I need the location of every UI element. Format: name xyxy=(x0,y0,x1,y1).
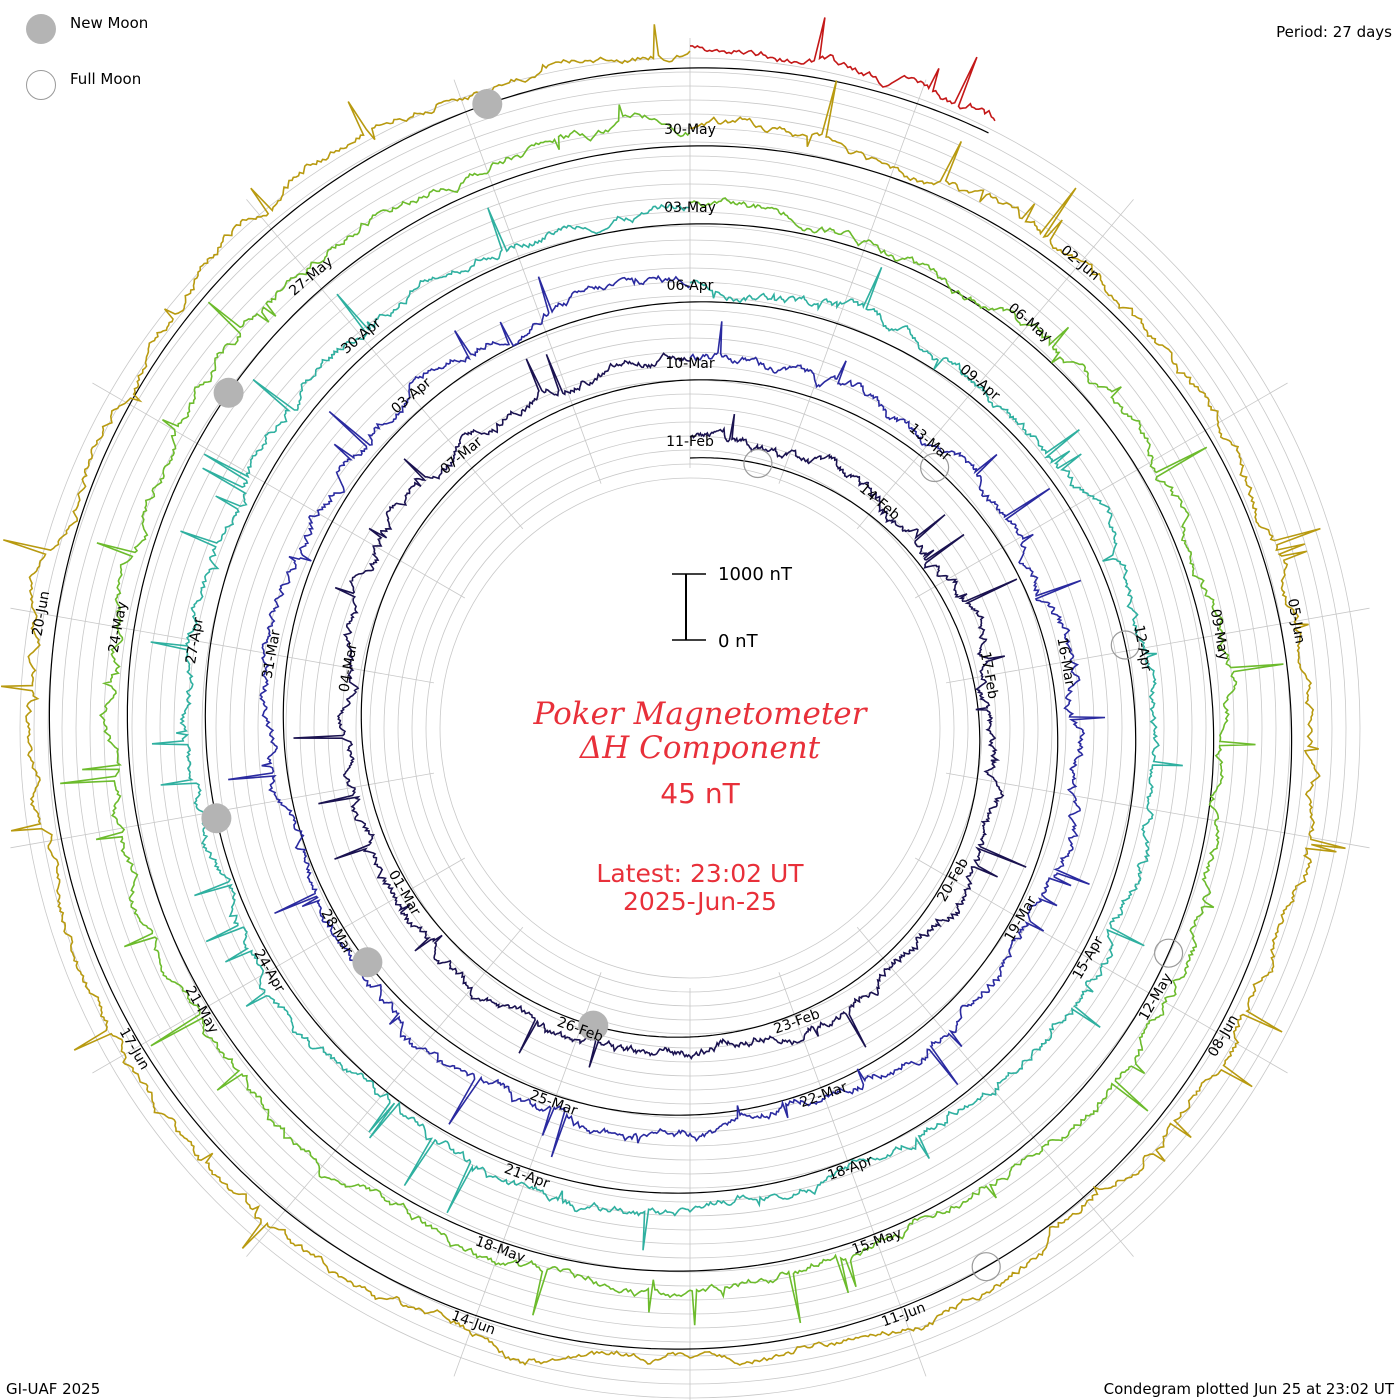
date-label: 11-Jun xyxy=(880,1300,928,1331)
chart-title-line2: ΔH Component xyxy=(579,730,821,766)
date-label: 20-Jun xyxy=(30,590,54,638)
current-value: 45 nT xyxy=(660,777,740,810)
full-moon-marker xyxy=(971,1252,1001,1282)
series-lines xyxy=(0,17,1346,1366)
date-label: 28-Mar xyxy=(317,907,356,958)
date-label: 09-Apr xyxy=(957,362,1003,404)
date-label: 21-May xyxy=(182,984,222,1037)
date-label: 11-Feb xyxy=(666,434,714,450)
grid-spoke xyxy=(914,382,1288,599)
latest-date: 2025-Jun-25 xyxy=(623,887,777,916)
scale-bar: 1000 nT 0 nT xyxy=(672,564,793,652)
new-moon-icon xyxy=(26,14,56,44)
legend-full-moon-label: Full Moon xyxy=(70,70,142,88)
date-label: 07-Mar xyxy=(438,434,486,478)
grid-spoke xyxy=(92,857,466,1074)
series-line-23-Jun xyxy=(690,17,996,122)
date-label: 23-Feb xyxy=(772,1006,822,1037)
date-label: 22-Mar xyxy=(798,1079,850,1111)
new-moon-marker xyxy=(578,1010,609,1041)
scale-bar-bottom-label: 0 nT xyxy=(718,631,759,652)
date-label: 12-Apr xyxy=(1130,624,1154,673)
full-moon-marker xyxy=(1153,938,1184,968)
baseline-spiral-path xyxy=(48,67,1293,1350)
baseline-spiral xyxy=(48,67,1293,1350)
date-label: 09-May xyxy=(1207,608,1232,662)
grid-spoke xyxy=(453,79,602,484)
grid-spoke xyxy=(778,79,927,484)
date-label: 30-May xyxy=(664,122,716,138)
series-line-11-Feb xyxy=(293,352,1027,1068)
full-moon-marker xyxy=(919,452,950,483)
date-label: 10-Mar xyxy=(665,356,715,372)
date-label: 08-Jun xyxy=(1205,1012,1242,1059)
latest-timestamp: Latest: 23:02 UT 2025-Jun-25 xyxy=(390,860,1010,916)
grid-spoke xyxy=(856,199,1134,530)
date-label: 21-Apr xyxy=(502,1161,552,1192)
grid-spoke xyxy=(246,199,524,530)
date-label: 06-Apr xyxy=(667,278,714,294)
date-label: 14-Jun xyxy=(449,1308,497,1339)
series-line-10-Mar xyxy=(228,274,1106,1158)
chart-title-line1: Poker Magnetometer xyxy=(533,696,867,732)
date-label: 04-Mar xyxy=(336,642,360,694)
date-label: 18-May xyxy=(473,1233,527,1266)
grid-spoke xyxy=(945,607,1370,684)
moon-markers xyxy=(201,89,1184,1282)
new-moon-marker xyxy=(213,377,244,408)
date-label: 31-Mar xyxy=(260,628,284,680)
grid-spoke xyxy=(246,926,524,1257)
date-label: 03-May xyxy=(664,200,716,216)
period-label: Period: 27 days xyxy=(1276,23,1392,41)
date-label: 05-Jun xyxy=(1284,597,1308,645)
date-label: 24-Apr xyxy=(250,947,287,996)
series-line-03-May xyxy=(60,104,1284,1326)
date-label: 06-May xyxy=(1005,300,1055,346)
legend-new-moon-label: New Moon xyxy=(70,14,149,32)
date-label: 27-Apr xyxy=(183,616,207,665)
grid-ring xyxy=(439,477,941,979)
grid-spoke xyxy=(945,772,1370,849)
footer-credit: GI-UAF 2025 xyxy=(6,1380,101,1398)
footer-plotted: Condegram plotted Jun 25 at 23:02 UT xyxy=(1103,1380,1394,1398)
chart-title: Poker Magnetometer ΔH Component xyxy=(390,697,1010,765)
grid-spoke xyxy=(10,607,435,684)
series-line-30-May xyxy=(0,24,1346,1366)
date-label: 03-Apr xyxy=(388,375,434,417)
latest-time: Latest: 23:02 UT xyxy=(596,859,804,888)
grid-spoke xyxy=(92,382,466,599)
new-moon-marker xyxy=(472,89,503,119)
date-label: 18-Apr xyxy=(826,1153,876,1184)
series-line-06-Apr xyxy=(150,203,1183,1251)
date-label: 25-Mar xyxy=(528,1087,580,1119)
new-moon-marker xyxy=(201,803,232,834)
full-moon-icon xyxy=(26,70,56,100)
date-label: 16-Mar xyxy=(1053,636,1077,688)
full-moon-marker xyxy=(743,448,773,479)
scale-bar-top-label: 1000 nT xyxy=(718,564,793,585)
date-label: 27-May xyxy=(286,254,336,300)
full-moon-marker xyxy=(1110,630,1140,660)
new-moon-marker xyxy=(352,947,383,978)
